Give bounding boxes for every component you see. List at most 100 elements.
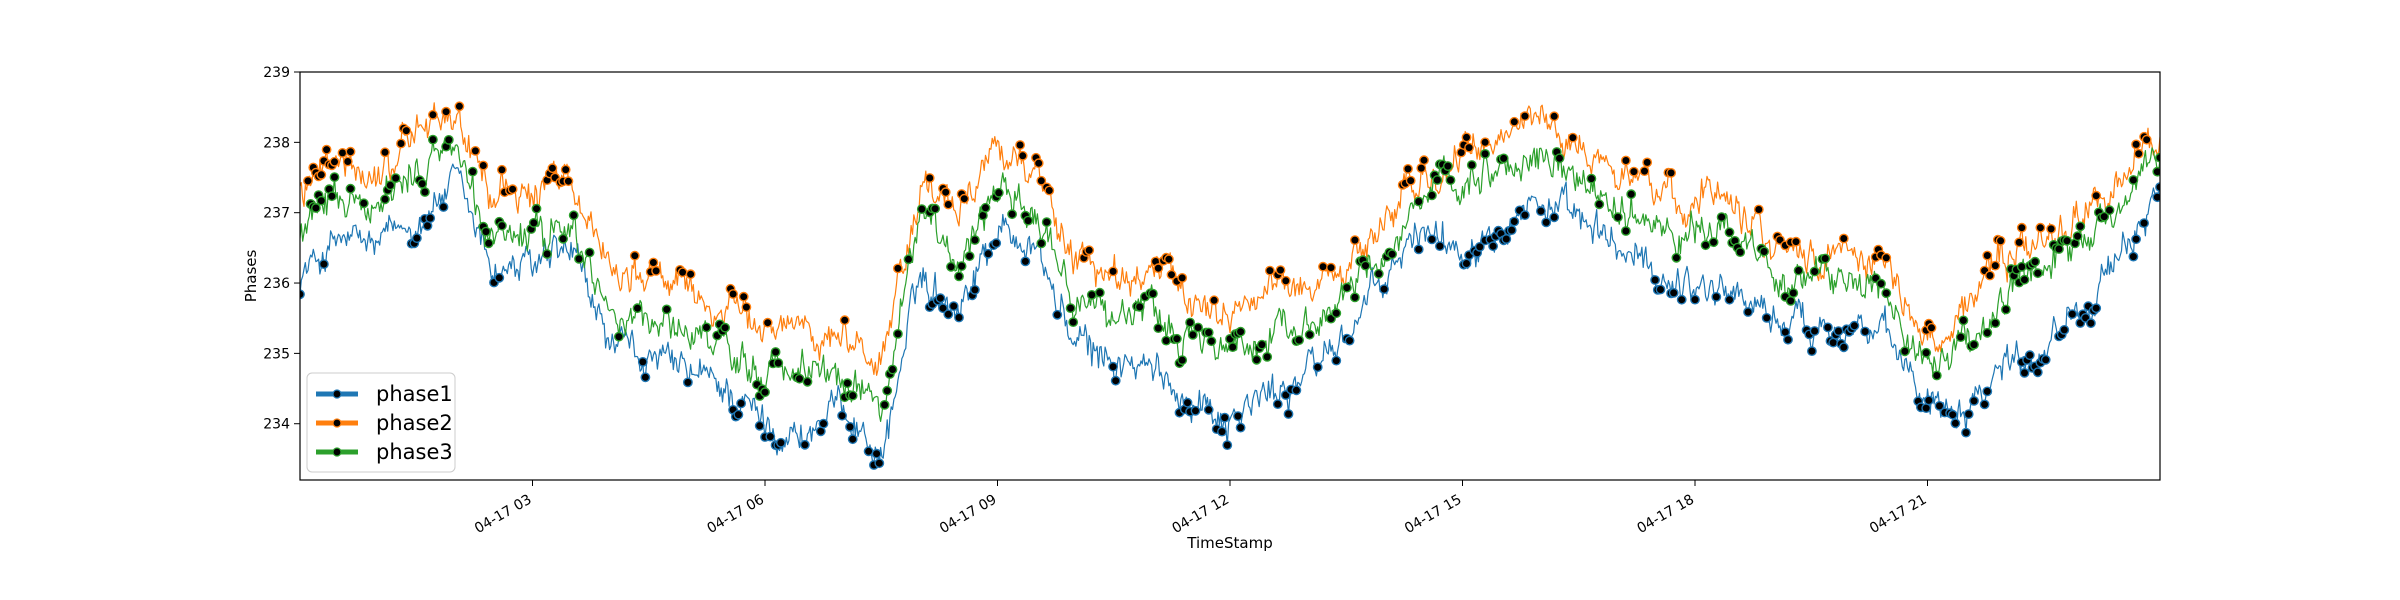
- legend-label-phase1: phase1: [376, 382, 453, 406]
- marker-point: [1235, 422, 1246, 433]
- marker-point: [345, 183, 356, 194]
- marker-point: [754, 420, 765, 431]
- marker-point: [1291, 385, 1302, 396]
- marker-point: [1094, 287, 1105, 298]
- marker-point: [401, 125, 412, 136]
- marker-point: [1427, 190, 1437, 201]
- marker-point: [1017, 150, 1028, 161]
- marker-point: [380, 147, 390, 158]
- marker-point: [1350, 292, 1360, 303]
- marker-point: [1041, 217, 1052, 228]
- marker-point: [443, 134, 454, 145]
- marker-point: [1065, 303, 1076, 313]
- marker-point: [1020, 256, 1031, 267]
- marker-point: [1990, 318, 2001, 328]
- marker-point: [1283, 409, 1294, 419]
- marker-point: [970, 235, 980, 245]
- marker-point: [1464, 142, 1475, 153]
- marker-point: [943, 199, 954, 210]
- marker-point: [316, 169, 327, 180]
- marker-point: [1671, 252, 1682, 263]
- marker-point: [1403, 163, 1413, 174]
- marker-point: [1432, 175, 1443, 185]
- marker-point: [1435, 241, 1445, 252]
- marker-point: [1209, 295, 1220, 306]
- marker-point: [385, 180, 396, 191]
- marker-point: [2059, 324, 2070, 335]
- marker-point: [1655, 284, 1666, 295]
- marker-point: [1312, 362, 1323, 373]
- marker-point: [2016, 261, 2027, 272]
- marker-point: [1326, 262, 1336, 273]
- marker-point: [1108, 361, 1119, 372]
- marker-point: [1036, 175, 1047, 186]
- marker-point: [1498, 153, 1509, 164]
- marker-point: [1567, 132, 1578, 143]
- marker-point: [358, 198, 369, 209]
- marker-point: [1650, 275, 1661, 285]
- marker-point: [1828, 337, 1839, 348]
- marker-point: [842, 378, 853, 389]
- marker-point: [1947, 409, 1958, 420]
- marker-point: [1172, 333, 1182, 344]
- series-markers-phase2: [303, 101, 2152, 336]
- marker-point: [1668, 287, 1679, 298]
- marker-point: [1187, 329, 1198, 340]
- marker-point: [1823, 322, 1833, 333]
- y-axis-label: Phases: [242, 250, 260, 303]
- marker-point: [1342, 282, 1352, 293]
- marker-point: [1419, 155, 1429, 166]
- legend-marker-phase1: [332, 389, 342, 399]
- marker-point: [871, 448, 882, 459]
- marker-point: [1350, 235, 1360, 246]
- marker-point: [924, 173, 935, 183]
- marker-point: [1086, 289, 1097, 300]
- marker-point: [637, 356, 648, 367]
- legend-label-phase3: phase3: [376, 440, 453, 464]
- marker-point: [1488, 241, 1499, 252]
- marker-point: [1724, 294, 1735, 305]
- marker-point: [1849, 320, 1860, 331]
- marker-point: [531, 203, 542, 214]
- marker-point: [847, 434, 858, 445]
- marker-point: [1621, 155, 1631, 166]
- marker-point: [481, 226, 491, 237]
- marker-point: [2035, 222, 2046, 233]
- marker-point: [1961, 427, 1971, 438]
- marker-point: [2054, 244, 2064, 254]
- marker-point: [1257, 339, 1267, 350]
- marker-point: [1416, 163, 1427, 174]
- marker-point: [2067, 309, 2078, 319]
- marker-point: [1222, 440, 1233, 450]
- y-axis: 234 235 236 237 238 239: [263, 65, 300, 433]
- marker-point: [956, 261, 967, 271]
- marker-point: [701, 322, 712, 333]
- x-axis-label: TimeStamp: [1186, 534, 1272, 552]
- legend-marker-phase3: [332, 447, 342, 457]
- marker-point: [1753, 204, 1764, 215]
- marker-point: [427, 109, 438, 120]
- marker-point: [2014, 237, 2025, 248]
- marker-point: [1807, 346, 1817, 356]
- marker-point: [310, 203, 321, 213]
- marker-point: [1629, 166, 1639, 177]
- marker-point: [321, 144, 332, 155]
- marker-point: [2133, 148, 2144, 159]
- marker-point: [1876, 278, 1886, 289]
- marker-point: [1219, 412, 1230, 423]
- marker-point: [773, 358, 784, 368]
- y-tick-label: 239: [263, 65, 290, 81]
- marker-point: [2128, 251, 2139, 262]
- legend: phase1 phase2 phase3: [306, 372, 456, 473]
- y-tick-label: 238: [263, 135, 290, 151]
- marker-point: [329, 156, 340, 167]
- marker-point: [1193, 322, 1204, 333]
- marker-point: [1676, 294, 1687, 305]
- marker-point: [425, 213, 436, 224]
- marker-point: [677, 267, 688, 278]
- marker-point: [528, 217, 539, 228]
- marker-point: [2091, 190, 2102, 201]
- marker-point: [2099, 211, 2110, 222]
- marker-point: [1926, 322, 1937, 333]
- legend-label-phase2: phase2: [376, 411, 453, 435]
